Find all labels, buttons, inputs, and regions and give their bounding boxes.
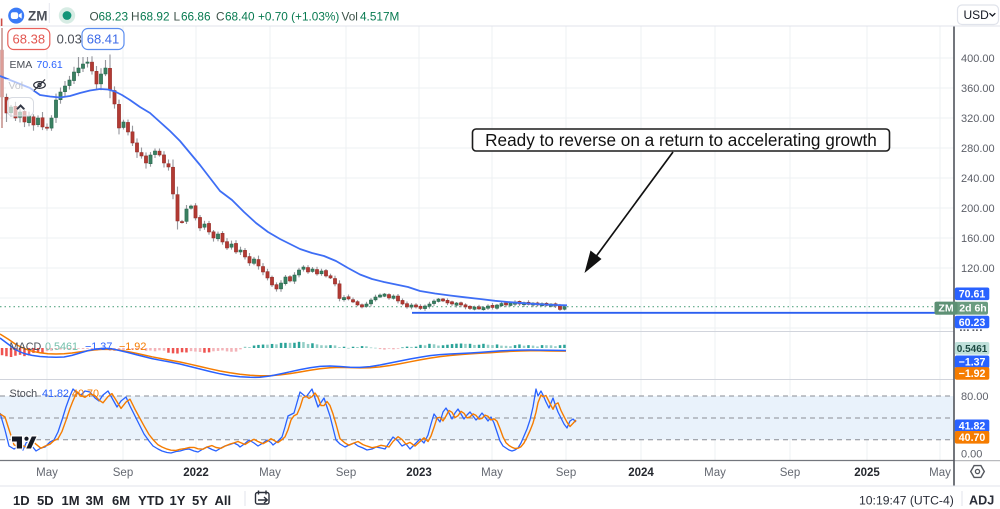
svg-text:ZM: ZM bbox=[28, 9, 48, 24]
svg-text:−1.37: −1.37 bbox=[959, 357, 986, 369]
svg-text:May: May bbox=[36, 467, 58, 479]
svg-text:Ready to reverse on a return t: Ready to reverse on a return to accelera… bbox=[485, 130, 877, 150]
svg-text:2023: 2023 bbox=[406, 467, 432, 479]
svg-text:0.5461: 0.5461 bbox=[45, 341, 78, 353]
svg-text:ZM: ZM bbox=[938, 303, 953, 315]
svg-text:−1.92: −1.92 bbox=[959, 368, 986, 380]
svg-text:6M: 6M bbox=[112, 493, 130, 508]
svg-text:May: May bbox=[481, 467, 503, 479]
svg-text:41.82: 41.82 bbox=[959, 421, 986, 433]
svg-text:40.70: 40.70 bbox=[959, 432, 986, 444]
svg-text:YTD: YTD bbox=[138, 493, 164, 508]
svg-text:ADJ: ADJ bbox=[969, 494, 994, 508]
svg-text:Sep: Sep bbox=[556, 467, 576, 479]
svg-text:1D: 1D bbox=[13, 493, 30, 508]
svg-text:May: May bbox=[259, 467, 281, 479]
svg-text:80.00: 80.00 bbox=[961, 391, 989, 403]
svg-text:2022: 2022 bbox=[183, 467, 209, 479]
svg-text:68.41: 68.41 bbox=[87, 32, 120, 47]
svg-text:5Y: 5Y bbox=[192, 493, 208, 508]
svg-text:5D: 5D bbox=[37, 493, 54, 508]
svg-text:MACD: MACD bbox=[10, 341, 42, 353]
svg-text:Vol: Vol bbox=[9, 80, 24, 92]
svg-text:10:19:47 (UTC-4): 10:19:47 (UTC-4) bbox=[859, 494, 954, 508]
svg-text:Sep: Sep bbox=[336, 467, 356, 479]
svg-text:1M: 1M bbox=[62, 493, 80, 508]
svg-text:2024: 2024 bbox=[628, 467, 654, 479]
svg-text:0.00: 0.00 bbox=[961, 449, 982, 461]
svg-text:USD: USD bbox=[964, 8, 990, 22]
svg-text:360.00: 360.00 bbox=[961, 83, 995, 95]
svg-text:68.38: 68.38 bbox=[13, 32, 46, 47]
svg-text:280.00: 280.00 bbox=[961, 143, 995, 155]
svg-text:May: May bbox=[929, 467, 951, 479]
svg-text:70.61: 70.61 bbox=[959, 289, 986, 301]
svg-text:40.70: 40.70 bbox=[72, 388, 99, 400]
svg-text:−1.37: −1.37 bbox=[85, 341, 112, 353]
svg-text:70.61: 70.61 bbox=[37, 59, 63, 71]
svg-text:0.5461: 0.5461 bbox=[957, 344, 988, 355]
svg-text:320.00: 320.00 bbox=[961, 113, 995, 125]
svg-text:May: May bbox=[704, 467, 726, 479]
svg-text:Sep: Sep bbox=[780, 467, 800, 479]
svg-text:0.03: 0.03 bbox=[57, 32, 82, 47]
svg-text:All: All bbox=[215, 493, 232, 508]
svg-text:1Y: 1Y bbox=[170, 493, 186, 508]
svg-text:400.00: 400.00 bbox=[961, 53, 995, 65]
svg-text:200.00: 200.00 bbox=[961, 203, 995, 215]
svg-text:240.00: 240.00 bbox=[961, 173, 995, 185]
svg-text:2025: 2025 bbox=[854, 467, 880, 479]
svg-text:120.00: 120.00 bbox=[961, 263, 995, 275]
svg-text:160.00: 160.00 bbox=[961, 233, 995, 245]
svg-text:−1.92: −1.92 bbox=[119, 341, 146, 353]
svg-text:3M: 3M bbox=[86, 493, 104, 508]
svg-text:41.82: 41.82 bbox=[42, 388, 69, 400]
svg-text:Sep: Sep bbox=[113, 467, 133, 479]
svg-text:EMA: EMA bbox=[10, 59, 33, 71]
svg-text:60.23: 60.23 bbox=[959, 317, 986, 329]
svg-text:2d 6h: 2d 6h bbox=[959, 303, 986, 315]
svg-text:Stoch: Stoch bbox=[10, 388, 38, 400]
